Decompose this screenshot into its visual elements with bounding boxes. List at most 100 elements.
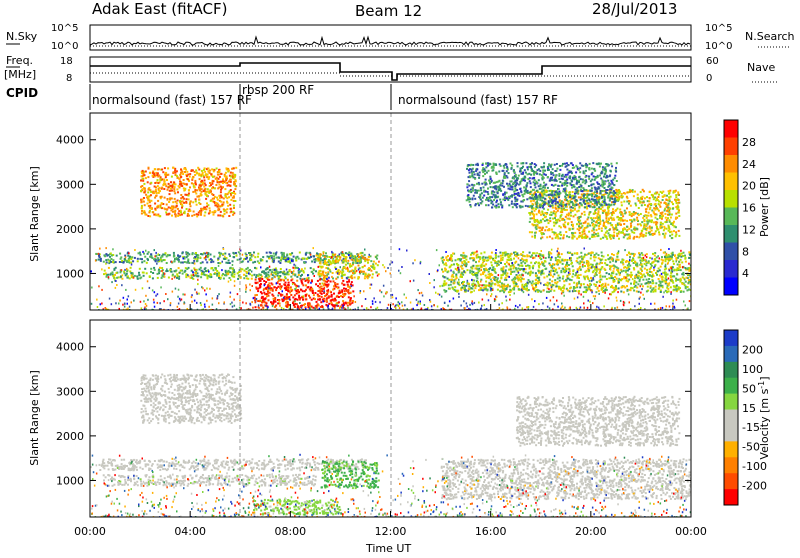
power-cell [598, 211, 600, 213]
power-cell [681, 261, 683, 263]
power-cell [516, 252, 518, 254]
power-cell [195, 272, 197, 274]
power-cell [184, 183, 186, 185]
power-cell [339, 256, 341, 258]
power-cell [259, 284, 261, 286]
power-cell [654, 204, 656, 206]
power-cell [193, 260, 195, 262]
power-cell [99, 256, 101, 258]
power-cell [499, 199, 501, 201]
power-cell [555, 257, 557, 259]
power-cell [596, 281, 598, 283]
power-cell [513, 252, 515, 254]
power-cell [495, 283, 497, 285]
power-cell [584, 265, 586, 267]
power-cell [336, 296, 338, 298]
power-cell [321, 290, 323, 292]
power-cell [311, 261, 313, 263]
power-cell [541, 236, 543, 238]
power-cell [630, 272, 632, 274]
power-cell [552, 263, 554, 265]
cpid-row: CPID normalsound (fast) 157 RF rbsp 200 … [6, 83, 558, 110]
power-cell [310, 267, 312, 269]
power-cell [572, 276, 574, 278]
power-cell [104, 270, 106, 272]
power-cell [442, 256, 444, 258]
power-cell [571, 262, 573, 264]
power-cell [675, 234, 677, 236]
power-cell [558, 275, 560, 277]
power-cell [598, 268, 600, 270]
power-cell [526, 260, 528, 262]
power-cell [607, 208, 609, 210]
power-cell [662, 191, 664, 193]
power-cell [635, 281, 637, 283]
power-cell [541, 270, 543, 272]
power-cell [230, 194, 232, 196]
power-cell [320, 254, 322, 256]
power-cell [204, 268, 206, 270]
power-cell [639, 223, 641, 225]
sky-right-tick-low: 10^0 [705, 41, 732, 52]
power-cell [189, 173, 191, 175]
power-cell [311, 271, 313, 273]
power-cell [300, 280, 302, 282]
power-cell [451, 264, 453, 266]
power-cell [577, 275, 579, 277]
power-cell [210, 184, 212, 186]
power-cell [572, 224, 574, 226]
power-cell [228, 196, 230, 198]
power-cell [268, 299, 270, 301]
power-cell [601, 266, 603, 268]
power-cell [338, 296, 340, 298]
power-cell [260, 304, 262, 306]
power-cell [280, 279, 282, 281]
power-cell [596, 225, 598, 227]
power-cell [173, 255, 175, 257]
power-cell [238, 271, 240, 273]
power-cell [571, 195, 573, 197]
power-cell [207, 256, 209, 258]
power-cell [156, 192, 158, 194]
power-cell [215, 184, 217, 186]
power-cell [471, 291, 473, 293]
power-cell [527, 273, 529, 275]
power-cell [521, 264, 523, 266]
power-cell [583, 276, 585, 278]
power-cell [601, 288, 603, 290]
power-cell [469, 272, 471, 274]
power-cell [497, 277, 499, 279]
power-cell [298, 272, 300, 274]
power-cell [232, 211, 234, 213]
power-cell [169, 254, 171, 256]
power-cell [600, 279, 602, 281]
sky-right-tick-high: 10^5 [705, 23, 732, 34]
power-cell [642, 217, 644, 219]
power-cell [551, 280, 553, 282]
power-cell [518, 279, 520, 281]
power-cell [630, 289, 632, 291]
power-cell [555, 269, 557, 271]
power-cell [224, 253, 226, 255]
power-cell [655, 223, 657, 225]
power-cell [229, 185, 231, 187]
power-cell [551, 266, 553, 268]
power-cell [209, 207, 211, 209]
power-cell [644, 263, 646, 265]
power-cell [593, 234, 595, 236]
power-cell [452, 253, 454, 255]
power-cell [152, 172, 154, 174]
power-cell [278, 278, 280, 280]
power-cell [232, 172, 234, 174]
power-cell [546, 219, 548, 221]
power-cell [154, 168, 156, 170]
power-cell [588, 214, 590, 216]
power-cell [447, 255, 449, 257]
power-cell [680, 279, 682, 281]
power-cell [627, 275, 629, 277]
power-cell [143, 275, 145, 277]
power-cell [640, 213, 642, 215]
power-cell [649, 234, 651, 236]
power-cell [561, 253, 563, 255]
power-cell [461, 287, 463, 289]
